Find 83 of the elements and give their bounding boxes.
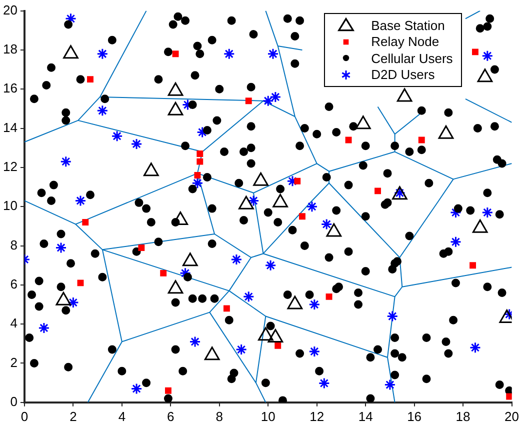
point (326, 293, 332, 300)
point (245, 98, 252, 104)
point (82, 219, 89, 226)
y-tick-label: 20 (2, 2, 18, 18)
point (189, 336, 201, 348)
y-tick-label: 14 (2, 120, 18, 135)
point (172, 50, 179, 58)
point (248, 194, 260, 206)
point (65, 12, 77, 24)
legend-label: Relay Node (371, 34, 440, 50)
point (130, 138, 142, 150)
y-tick-label: 8 (10, 237, 18, 252)
x-tick-label: 4 (118, 408, 126, 424)
point (308, 298, 320, 310)
x-tick-label: 16 (407, 408, 422, 424)
point (194, 172, 201, 178)
point (294, 178, 301, 184)
point (223, 48, 235, 60)
point (320, 218, 332, 230)
x-tick-label: 6 (167, 408, 174, 424)
point (384, 379, 396, 391)
point (164, 387, 172, 394)
point (242, 290, 254, 302)
point (160, 270, 167, 276)
point (60, 156, 72, 168)
x-tick-label: 2 (70, 408, 77, 424)
point (482, 206, 494, 218)
y-tick-label: 4 (10, 316, 18, 331)
y-tick-label: 10 (2, 198, 18, 214)
point (192, 177, 204, 189)
point (111, 130, 123, 142)
point (418, 136, 425, 144)
point (196, 150, 204, 157)
point (223, 305, 230, 312)
point (308, 346, 320, 358)
point (470, 262, 476, 269)
point (469, 342, 481, 354)
legend-label: D2D Users (371, 67, 435, 82)
y-tick-label: 6 (10, 276, 18, 292)
point (345, 136, 352, 144)
point (196, 158, 204, 165)
point (472, 48, 478, 56)
point (180, 267, 192, 279)
point (67, 296, 79, 308)
point (267, 48, 279, 60)
point (55, 242, 67, 254)
y-tick-label: 2 (10, 354, 18, 370)
point (299, 213, 306, 220)
point (450, 236, 462, 248)
x-tick-label: 10 (260, 408, 276, 424)
x-tick-label: 12 (310, 408, 324, 424)
y-tick-label: 16 (2, 80, 18, 96)
x-tick-label: 14 (358, 408, 373, 424)
point (138, 244, 145, 251)
point (262, 95, 274, 107)
point (38, 322, 50, 334)
point (506, 393, 512, 400)
point (236, 344, 248, 356)
point (87, 76, 94, 83)
x-tick-label: 0 (20, 408, 28, 424)
point (386, 310, 398, 322)
point (230, 254, 242, 266)
point (74, 194, 86, 206)
point (318, 377, 330, 389)
point (96, 104, 108, 116)
point (450, 206, 462, 218)
x-tick-label: 8 (216, 408, 223, 424)
legend-label: Base Station (371, 18, 445, 33)
y-tick-label: 0 (10, 394, 18, 409)
point (306, 200, 318, 212)
point (270, 91, 282, 103)
x-tick-label: 18 (456, 408, 470, 424)
legend-label: Cellular Users (371, 50, 453, 66)
point (96, 48, 108, 60)
point (374, 188, 381, 194)
point (77, 280, 84, 286)
y-tick-label: 12 (2, 159, 18, 174)
point (274, 342, 282, 349)
point (264, 260, 276, 272)
y-tick-label: 18 (2, 42, 18, 57)
point (130, 382, 142, 394)
point (482, 50, 494, 62)
x-tick-label: 20 (504, 408, 520, 424)
